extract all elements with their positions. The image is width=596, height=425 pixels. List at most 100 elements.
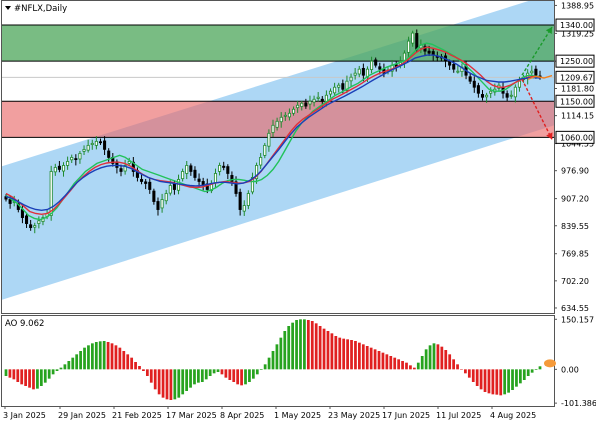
ao-bar bbox=[248, 369, 251, 382]
candle-body bbox=[456, 70, 460, 73]
ao-bar bbox=[299, 319, 302, 370]
candle-body bbox=[357, 68, 361, 75]
candle-body bbox=[148, 181, 152, 190]
candle-body bbox=[476, 85, 480, 94]
price-tick-label: 1181.80 bbox=[561, 85, 594, 94]
ao-bar bbox=[204, 369, 208, 380]
ao-bar bbox=[106, 342, 110, 370]
candle-body bbox=[415, 33, 419, 50]
candle-body bbox=[263, 144, 267, 156]
candle-body bbox=[234, 181, 238, 194]
candle-body bbox=[275, 120, 279, 128]
candle-body bbox=[242, 205, 246, 212]
ao-bar bbox=[149, 369, 153, 383]
ao-bar bbox=[271, 351, 275, 370]
price-tick-label: 976.90 bbox=[561, 167, 589, 176]
ao-bar bbox=[377, 351, 381, 370]
ao-bar bbox=[102, 341, 106, 370]
ao-bar bbox=[177, 369, 181, 398]
ao-bar bbox=[361, 344, 365, 370]
candle-body bbox=[127, 161, 131, 164]
main-chart bbox=[2, 1, 554, 300]
candle-body bbox=[353, 72, 357, 76]
candle-body bbox=[279, 116, 283, 123]
ao-bar bbox=[338, 337, 342, 370]
ao-bar bbox=[75, 354, 79, 370]
candle-body bbox=[197, 178, 201, 182]
ao-bar bbox=[416, 362, 420, 370]
ao-bar bbox=[295, 320, 298, 370]
ao-bar bbox=[522, 369, 526, 380]
ao-bar bbox=[255, 369, 259, 375]
level-badge-text-support-top: 1150.00 bbox=[560, 97, 593, 106]
ao-bar bbox=[479, 369, 483, 390]
candle-body bbox=[534, 68, 538, 76]
ao-bar bbox=[491, 369, 495, 395]
time-tick-label: 17 Mar 2025 bbox=[166, 411, 217, 420]
ao-bar bbox=[63, 364, 67, 370]
forecast-arrow-down bbox=[521, 78, 553, 140]
ao-bar bbox=[189, 369, 192, 388]
ao-bar bbox=[530, 369, 534, 373]
candle-body bbox=[246, 193, 250, 206]
candle-body bbox=[333, 86, 337, 94]
ao-bar bbox=[342, 338, 346, 370]
ao-tick-label: 150.157 bbox=[561, 315, 594, 324]
candle-body bbox=[222, 165, 226, 168]
candle-body bbox=[283, 114, 287, 117]
candle-body bbox=[452, 63, 456, 70]
price-axis: 1388.95 1319.25 1250.00 1181.80 1114.15 1044.… bbox=[554, 1, 596, 408]
support-zone bbox=[2, 101, 554, 138]
candle-body bbox=[316, 96, 320, 99]
forecast-path bbox=[527, 74, 553, 80]
level-badge-text-resistance-bottom: 1250.00 bbox=[560, 57, 593, 66]
ao-bar bbox=[495, 369, 499, 395]
ao-bar bbox=[16, 369, 20, 382]
candle-body bbox=[33, 225, 37, 228]
ao-bar bbox=[24, 369, 28, 386]
ao-bar bbox=[389, 356, 393, 370]
symbol-title-text: #NFLX,Daily bbox=[14, 4, 67, 14]
candle-body bbox=[308, 100, 312, 105]
forecast-arrowhead-down bbox=[546, 132, 553, 140]
candle-body bbox=[103, 140, 107, 150]
candle-body bbox=[312, 98, 316, 103]
candle-body bbox=[480, 94, 485, 98]
ao-bar bbox=[157, 369, 161, 395]
ao-bar bbox=[193, 369, 196, 385]
candle-body bbox=[25, 215, 29, 224]
candle-body bbox=[140, 179, 144, 182]
price-tick-label: 1044.55 bbox=[561, 140, 594, 149]
candle-body bbox=[485, 94, 489, 98]
time-tick-label: 11 Jul 2025 bbox=[436, 411, 481, 420]
candle-body bbox=[472, 80, 476, 88]
ao-bar bbox=[240, 369, 243, 386]
candle-body bbox=[49, 171, 53, 216]
ao-bar bbox=[153, 369, 157, 390]
ao-bar bbox=[412, 367, 416, 370]
level-badge-support-top bbox=[555, 94, 595, 108]
ao-bar bbox=[303, 319, 306, 370]
ao-bar bbox=[134, 362, 137, 370]
forecast-arrow-up bbox=[521, 26, 553, 76]
ao-bar bbox=[51, 369, 55, 375]
symbol-title[interactable]: #NFLX,Daily bbox=[5, 4, 67, 14]
ao-bar bbox=[409, 365, 412, 370]
ao-bar bbox=[98, 341, 102, 370]
ao-title: AO 9.062 bbox=[5, 319, 44, 329]
ao-bar bbox=[212, 369, 216, 374]
ao-bar bbox=[32, 369, 35, 390]
ao-bar bbox=[275, 344, 279, 370]
ao-bar bbox=[4, 369, 8, 376]
moving-average-fast bbox=[5, 42, 541, 221]
moving-average-slow bbox=[5, 54, 541, 212]
candle-body bbox=[107, 150, 111, 158]
ao-bar bbox=[169, 369, 173, 400]
price-tick-label: 634.55 bbox=[561, 304, 589, 313]
ao-bar bbox=[420, 356, 424, 370]
ao-bar bbox=[91, 343, 94, 370]
candle-body bbox=[238, 191, 242, 210]
ao-indicator bbox=[4, 319, 556, 400]
ao-bar bbox=[322, 328, 326, 370]
